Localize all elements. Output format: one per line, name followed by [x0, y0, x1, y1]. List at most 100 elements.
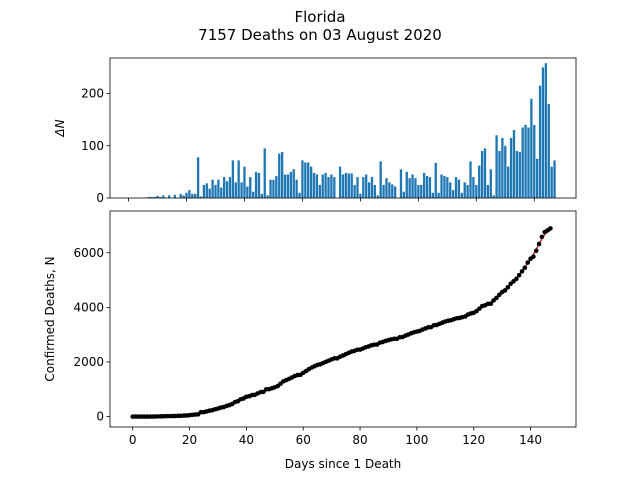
x-tick-label: 0 — [129, 433, 137, 447]
daily-deaths-bar — [278, 153, 281, 198]
daily-deaths-bar — [194, 193, 197, 198]
daily-deaths-bar — [147, 196, 150, 198]
y-tick-label: 200 — [81, 87, 104, 101]
daily-deaths-bar — [196, 157, 200, 198]
daily-deaths-bar — [388, 182, 391, 198]
daily-deaths-bar — [153, 196, 156, 198]
daily-deaths-bar — [185, 192, 188, 198]
daily-deaths-bar — [538, 85, 542, 198]
daily-deaths-bar — [275, 176, 278, 198]
daily-deaths-bar — [289, 171, 292, 198]
daily-deaths-bar — [283, 174, 287, 198]
daily-deaths-bar — [365, 174, 368, 198]
daily-deaths-bar — [240, 182, 243, 198]
daily-deaths-bar — [304, 162, 307, 198]
daily-deaths-bar — [312, 172, 316, 198]
x-tick-label: 100 — [405, 433, 428, 447]
daily-deaths-bar — [544, 63, 548, 198]
y-tick-label: 0 — [96, 191, 104, 205]
cumulative-y-label: Confirmed Deaths, N — [43, 256, 57, 381]
daily-deaths-bar — [483, 148, 487, 198]
daily-deaths-bar — [292, 169, 295, 198]
daily-deaths-bar — [243, 166, 246, 198]
daily-deaths-bar — [211, 179, 214, 198]
daily-deaths-bar — [478, 165, 481, 198]
daily-deaths-bar — [254, 171, 258, 198]
daily-deaths-bar — [220, 187, 223, 198]
daily-deaths-bar — [341, 174, 345, 198]
daily-deaths-bar — [451, 190, 455, 198]
daily-deaths-bar — [205, 183, 208, 198]
daily-deaths-y-label: ΔN — [53, 119, 67, 137]
daily-deaths-bar — [286, 174, 290, 198]
daily-deaths-bar — [385, 178, 388, 198]
daily-deaths-bar — [533, 124, 536, 198]
daily-deaths-bar — [324, 172, 327, 198]
cumulative-deaths-point — [531, 254, 536, 259]
daily-deaths-bar — [370, 177, 374, 198]
daily-deaths-bar — [515, 150, 519, 198]
daily-deaths-bar — [440, 174, 443, 198]
daily-deaths-bar — [475, 184, 478, 198]
daily-deaths-bar — [417, 184, 420, 198]
daily-deaths-bars — [147, 63, 556, 199]
cumulative-x-ticks: 0 20 40 60 80 100 120 140 — [129, 427, 542, 447]
daily-deaths-bar — [509, 137, 513, 198]
cumulative-frame — [109, 210, 577, 428]
daily-deaths-bar — [362, 177, 365, 198]
x-tick-label: 140 — [519, 433, 542, 447]
daily-deaths-bar — [333, 177, 336, 198]
daily-deaths-bar — [234, 182, 237, 198]
cumulative-deaths-point — [522, 265, 528, 271]
daily-deaths-bar — [356, 177, 359, 198]
daily-deaths-bar — [301, 160, 304, 198]
daily-deaths-bar — [518, 152, 521, 198]
cumulative-deaths-point — [494, 295, 499, 301]
daily-deaths-bar — [504, 145, 507, 198]
daily-deaths-bar — [414, 178, 417, 198]
daily-deaths-bar — [405, 171, 408, 198]
daily-deaths-bar — [225, 181, 229, 198]
daily-deaths-bar — [399, 169, 403, 198]
daily-deaths-bar — [266, 195, 269, 198]
cumulative-deaths-point — [536, 241, 542, 247]
daily-deaths-bar — [315, 174, 319, 198]
daily-deaths-bar — [179, 193, 182, 198]
daily-deaths-bar — [460, 192, 463, 198]
cumulative-deaths-point — [548, 226, 553, 231]
cumulative-deaths-point — [539, 234, 545, 240]
daily-deaths-bar — [217, 179, 220, 198]
daily-deaths-bar — [530, 98, 533, 198]
daily-deaths-bar — [443, 176, 446, 198]
daily-deaths-bar — [327, 177, 330, 198]
daily-deaths-bar — [507, 166, 510, 198]
daily-deaths-bar — [547, 103, 550, 198]
daily-deaths-bar — [298, 192, 301, 198]
daily-deaths-bar — [446, 177, 449, 198]
daily-deaths-bar — [527, 127, 530, 198]
daily-deaths-bar — [162, 195, 165, 198]
y-tick-label: 100 — [81, 139, 104, 153]
cumulative-deaths-point — [488, 301, 494, 307]
daily-deaths-bar — [199, 196, 203, 198]
x-tick-label: 80 — [352, 433, 367, 447]
cumulative-deaths-point — [525, 260, 530, 265]
daily-deaths-bar — [272, 179, 275, 198]
daily-deaths-bar — [449, 182, 452, 198]
daily-deaths-bar — [367, 182, 371, 198]
daily-deaths-bar — [228, 177, 232, 198]
daily-deaths-bar — [411, 174, 414, 198]
daily-deaths-bar — [263, 148, 266, 198]
y-tick-label: 6000 — [73, 246, 104, 260]
daily-deaths-bar — [536, 158, 539, 198]
daily-deaths-bar — [498, 150, 501, 198]
daily-deaths-bar — [428, 177, 432, 198]
daily-deaths-bar — [208, 188, 211, 198]
daily-deaths-bar — [237, 160, 240, 198]
daily-deaths-bar — [553, 160, 556, 198]
cumulative-deaths-points — [130, 226, 553, 419]
cumulative-deaths-point — [514, 276, 519, 282]
cumulative-x-label: Days since 1 Death — [285, 457, 401, 471]
